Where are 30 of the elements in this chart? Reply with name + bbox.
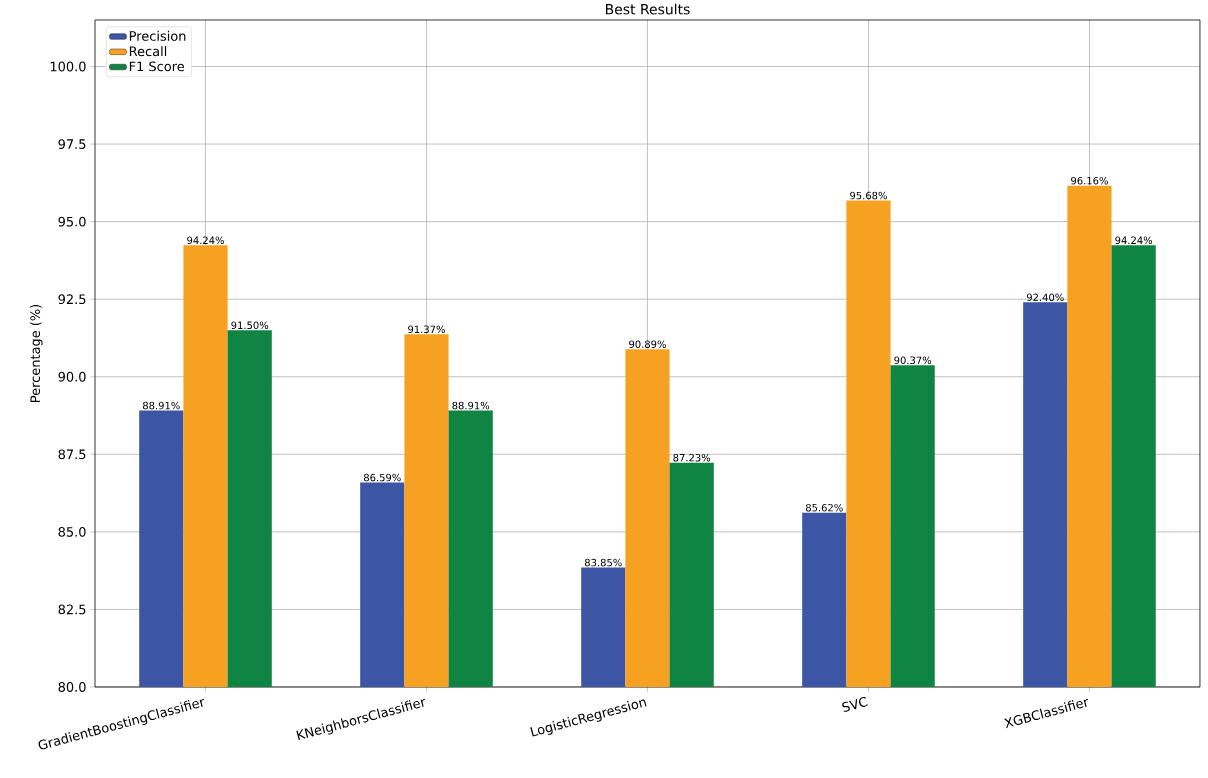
- data-label: 90.89%: [629, 340, 666, 348]
- y-tick-label: 80.0: [58, 682, 86, 692]
- data-label: 83.85%: [584, 558, 622, 567]
- y-tick-label: 95.0: [58, 216, 86, 227]
- y-axis-title: Percentage (%): [30, 304, 43, 402]
- y-tick-label: 85.0: [58, 526, 86, 537]
- y-tick-label: 92.5: [58, 294, 86, 305]
- y-tick-label: 82.5: [58, 604, 86, 615]
- chart-title: Best Results: [606, 3, 690, 15]
- data-label: 85.62%: [805, 503, 843, 512]
- data-label: 91.37%: [408, 325, 445, 334]
- data-label: 94.24%: [1115, 236, 1153, 245]
- y-tick-label: 87.5: [58, 449, 86, 460]
- legend-label: Recall: [129, 46, 167, 57]
- data-label: 91.50%: [231, 321, 269, 330]
- y-tick-label: 100.0: [50, 61, 86, 72]
- legend-label: Precision: [129, 30, 186, 41]
- data-label: 87.23%: [673, 453, 711, 462]
- data-label: 92.40%: [1026, 293, 1064, 302]
- data-label: 96.16%: [1071, 176, 1108, 185]
- data-label: 95.68%: [850, 191, 887, 200]
- y-tick-label: 97.5: [58, 139, 86, 149]
- legend-label: F1 Score: [129, 61, 185, 72]
- data-label: 94.24%: [187, 236, 224, 245]
- y-tick-label: 90.0: [58, 371, 86, 382]
- data-label: 88.91%: [142, 401, 180, 410]
- data-label: 88.91%: [452, 401, 490, 410]
- data-label: 90.37%: [894, 356, 932, 365]
- data-label: 86.59%: [363, 473, 401, 482]
- x-tick-label: SVC: [842, 697, 868, 712]
